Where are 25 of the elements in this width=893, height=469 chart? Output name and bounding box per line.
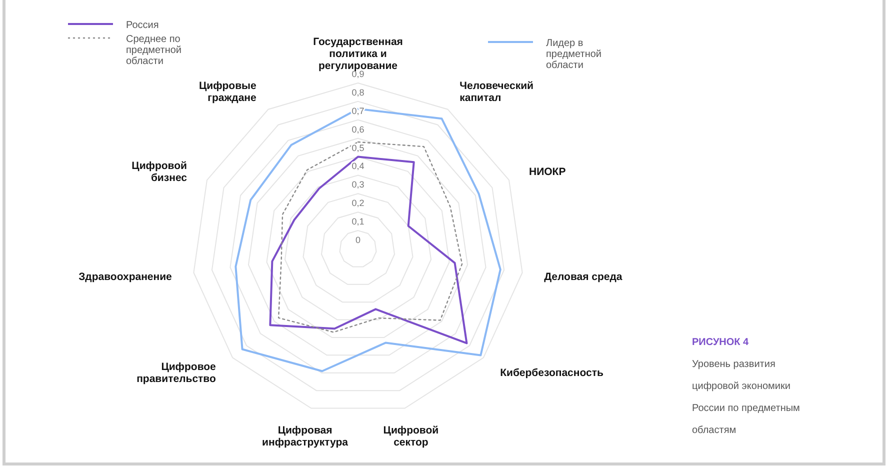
spoke-label: Здравоохранение [78, 270, 172, 283]
spoke-label: НИОКР [529, 166, 566, 178]
y-tick-label: 0,4 [352, 161, 364, 172]
y-tick-label: 0 [355, 235, 361, 245]
y-tick-label: 0,9 [352, 69, 364, 79]
spoke-label: Кибербезопасность [500, 367, 604, 380]
legend-label: Среднее по предметной области [126, 34, 182, 67]
text: РИСУНОК 4 [692, 337, 750, 348]
y-tick-label: 0,6 [352, 124, 364, 134]
spoke-label: Деловая среда [544, 270, 622, 283]
spoke-label: Цифровой сектор [383, 424, 439, 448]
legend-label: Россия [126, 20, 159, 31]
spoke-label: Человеческий капитал [460, 80, 534, 104]
spoke-label: Цифровая инфраструктура [262, 424, 348, 448]
text: Уровень развития цифровой экономики России по предметным областям [692, 359, 800, 436]
y-tick-label: 0,3 [352, 180, 364, 190]
spoke-label: Цифровые граждане [198, 80, 257, 104]
y-tick-label: 0,1 [352, 216, 364, 227]
y-tick-label: 0,8 [352, 87, 364, 98]
y-tick-label: 0,5 [352, 142, 364, 153]
y-tick-label: 0,2 [352, 198, 364, 208]
spoke-label: Цифровой бизнес [132, 160, 188, 184]
spoke-label: Цифровое правительство [136, 361, 216, 386]
legend-label: Лидер в предметной области [546, 38, 602, 71]
spoke-label: Государственная политика и регулирование [313, 36, 403, 72]
